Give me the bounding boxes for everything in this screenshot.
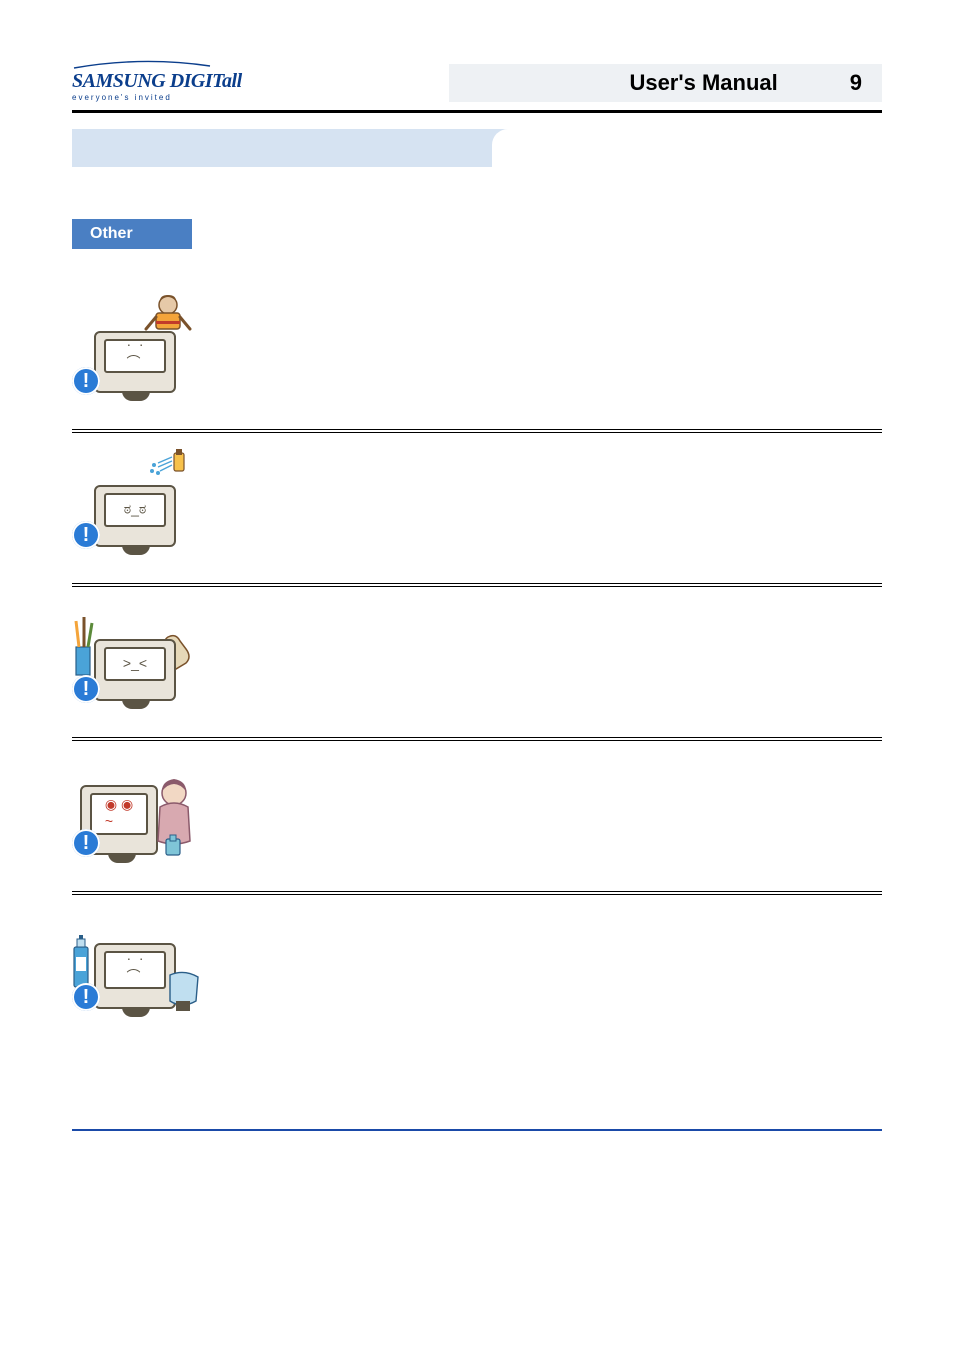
footer-rule [72,1129,882,1131]
caution-icon: ! [72,983,100,1011]
illustration: · ·⌒ ! [72,301,192,401]
header-rule [72,110,882,113]
safety-item: · ·⌒ ! [72,895,882,1039]
item-text [210,609,882,679]
breadcrumb-notch [492,129,882,167]
monitor-icon: ಠ_ಠ [94,485,176,547]
illustration: · ·⌒ ! [72,917,192,1017]
item-text [210,455,882,525]
illustration: ಠ_ಠ ! [72,455,192,555]
manual-title: User's Manual [629,70,777,96]
safety-items: · ·⌒ ! ಠ_ಠ [72,279,882,1039]
illustration: >_< ! [72,609,192,709]
caution-icon: ! [72,675,100,703]
header-row: SAMSUNG DIGITall everyone's invited User… [72,60,882,102]
logo-main-text: SAMSUNG DIGITall [72,70,242,93]
header-title-block: User's Manual 9 [449,64,882,102]
safety-item: ಠ_ಠ ! [72,433,882,577]
caution-icon: ! [72,521,100,549]
illustration: ◉ ◉~ ! [72,763,192,863]
page: SAMSUNG DIGITall everyone's invited User… [0,0,954,1171]
safety-item: >_< ! [72,587,882,731]
item-text [210,763,882,833]
safety-item: ◉ ◉~ ! [72,741,882,885]
logo-swoosh-icon [72,60,212,70]
user-eye-rest-icon [146,777,200,863]
section-tab-other: Other [72,219,192,249]
logo-tagline: everyone's invited [72,93,172,102]
cleaning-cloth-icon [166,971,202,1013]
item-text [210,301,882,371]
page-number: 9 [850,70,862,96]
item-text [210,917,882,987]
monitor-icon: >_< [94,639,176,701]
section-tab-label: Other [90,225,133,242]
breadcrumb-bar [72,129,882,167]
monitor-icon: · ·⌒ [94,331,176,393]
safety-item: · ·⌒ ! [72,279,882,423]
monitor-icon: · ·⌒ [94,943,176,1009]
brand-logo: SAMSUNG DIGITall everyone's invited [72,60,242,102]
caution-icon: ! [72,367,100,395]
caution-icon: ! [72,829,100,857]
